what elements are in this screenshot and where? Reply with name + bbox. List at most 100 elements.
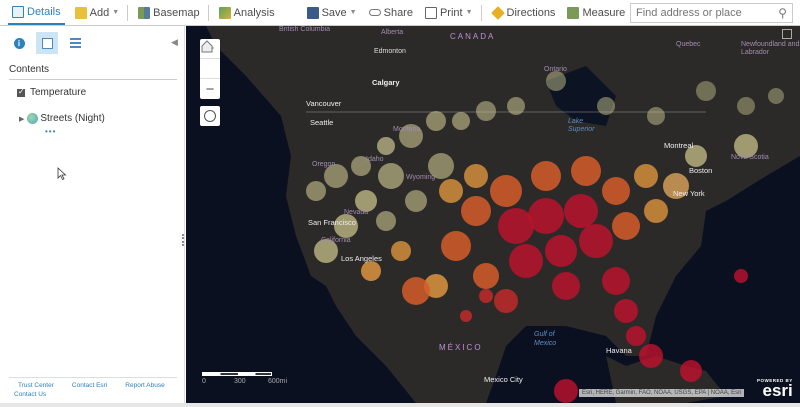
expand-triangle-icon[interactable]: ▶ [19,115,25,123]
details-panel: i ◀ Contents Temperature ▶ Streets (Nigh… [0,26,185,407]
print-button[interactable]: Print ▼ [421,1,477,25]
chevron-down-icon: ▼ [112,9,120,16]
divider [9,79,177,80]
details-button[interactable]: Details [8,1,65,25]
map-label: Gulf of Mexico [534,331,557,347]
map-label: Wyoming [406,174,436,181]
add-icon [74,6,87,19]
analysis-button[interactable]: Analysis [215,1,279,25]
collapse-panel-icon[interactable]: ◀ [171,37,178,47]
measure-icon [567,6,580,19]
map-canvas [206,26,800,403]
scale-label: 600mi [268,378,288,385]
layer-label: Streets (Night) [40,113,105,124]
basemap-icon [138,6,151,19]
chevron-down-icon: ▼ [349,9,357,16]
map-label: California [321,237,351,244]
contents-heading: Contents [9,64,50,75]
tab-contents[interactable] [36,32,58,54]
measure-button[interactable]: Measure [563,1,629,25]
trust-center-link[interactable]: Trust Center [18,382,54,389]
map-label: Oregon [312,161,336,168]
directions-icon [490,5,505,20]
locate-button[interactable] [200,106,220,126]
map-label: Lake Superior [568,118,595,133]
report-abuse-link[interactable]: Report Abuse [125,382,165,389]
save-button[interactable]: Save ▼ [303,1,361,25]
tab-legend[interactable] [64,32,86,54]
toolbar: Details Add ▼ Basemap Analysis Save ▼ Shar… [0,0,800,26]
info-icon: i [13,37,25,49]
divider [9,377,177,378]
zoom-out-button[interactable]: − [205,80,215,98]
basemap-button[interactable]: Basemap [134,1,203,25]
share-link-icon [368,9,381,16]
chevron-down-icon: ▼ [465,9,473,16]
more-options-button[interactable]: ••• [45,127,57,136]
search-input[interactable] [636,7,766,19]
scale-bar-graphic [202,372,272,376]
directions-button[interactable]: Directions [488,1,560,25]
map-label: Newfoundland and Labrador [741,41,800,56]
divider [480,4,482,21]
map-label: Nova Scotia [731,154,769,161]
fullscreen-icon[interactable] [782,29,792,39]
map-label: MÉXICO [439,343,483,352]
panel-resize-handle[interactable] [182,234,184,246]
contact-esri-link[interactable]: Contact Esri [71,382,108,389]
analysis-icon [218,6,231,19]
home-button[interactable] [200,40,220,79]
map-label: Vancouver [306,99,342,108]
panel-tabs: i [8,32,92,54]
save-icon [306,6,319,19]
search-box: ⚲ [630,3,793,23]
map-label: Montana [393,126,421,133]
mouse-cursor-icon [57,167,67,181]
details-icon [12,5,24,18]
home-icon [201,40,213,53]
map-label: Calgary [372,78,400,87]
map-label: Boston [689,166,713,175]
map-label: Edmonton [374,48,406,55]
map-label: Ontario [544,66,567,73]
tab-about[interactable]: i [8,32,30,54]
zoom-control: + − [200,39,220,99]
map-label: San Francisco [308,218,356,227]
share-button[interactable]: Share [365,1,417,25]
map-label: Alberta [381,29,404,36]
map-label: Mexico City [484,375,523,384]
map-label: Seattle [310,118,334,127]
layer-temperature[interactable]: Temperature [17,87,86,98]
map-label: Idaho [366,156,384,163]
map-label: Havana [606,346,632,355]
locate-icon [204,110,216,122]
contents-icon [41,37,53,49]
search-icon[interactable]: ⚲ [778,6,787,20]
scale-label: 0 [202,378,206,385]
map-label: New York [673,189,705,198]
map-label: Nevada [344,209,369,216]
map-view[interactable]: British Columbia Alberta CANADA Edmonton… [186,26,800,403]
globe-icon [27,113,39,124]
map-label: Los Angeles [341,254,382,263]
scale-label: 300 [234,378,246,385]
scale-bar: 0 300 600mi [202,372,312,386]
contact-us-link[interactable]: Contact Us [14,391,47,398]
bottom-strip [0,403,800,407]
divider [127,4,129,21]
map-label: Quebec [676,41,701,48]
map-label: CANADA [450,32,496,41]
printer-icon [424,6,437,19]
layer-checkbox[interactable] [17,87,25,97]
divider [207,4,209,21]
add-button[interactable]: Add ▼ [71,1,124,25]
footer-links: Trust Center Contact Esri Report Abuse Con… [14,381,184,399]
map-label: Montreal [664,141,694,150]
layer-label: Temperature [30,87,87,98]
temperature-points [306,71,784,403]
layer-basemap[interactable]: ▶ Streets (Night) [19,113,105,124]
attribution[interactable]: Esri, HERE, Garmin, FAO, NOAA, USGS, EPA… [579,389,745,397]
legend-icon [69,38,81,48]
map-label: British Columbia [279,26,330,33]
esri-logo[interactable]: POWERED BY esri [757,378,793,400]
